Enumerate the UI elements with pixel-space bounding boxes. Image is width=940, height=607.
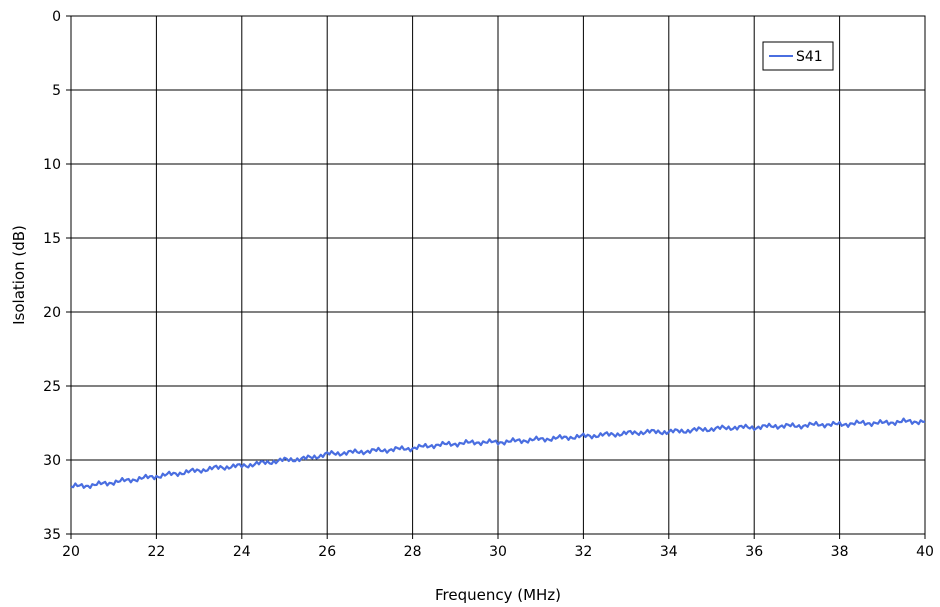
series-line-s41 (70, 417, 926, 490)
x-tick-label: 22 (147, 544, 165, 560)
y-axis-label: Isolation (dB) (10, 225, 28, 325)
x-tick-label: 24 (233, 544, 251, 560)
x-tick-label: 30 (489, 544, 507, 560)
legend: S41 (762, 41, 834, 71)
x-tick-label: 26 (318, 544, 336, 560)
y-tick-label: 10 (43, 157, 61, 173)
y-tick-label: 30 (43, 453, 61, 469)
series-layer (70, 417, 926, 490)
y-tick-label: 5 (52, 83, 61, 99)
x-axis: 20 22 24 26 28 30 32 34 36 38 40 (62, 534, 934, 560)
x-tick-label: 36 (745, 544, 763, 560)
y-tick-label: 35 (43, 527, 61, 543)
legend-label-s41: S41 (796, 49, 823, 65)
x-tick-label: 32 (574, 544, 592, 560)
x-tick-label: 28 (404, 544, 422, 560)
x-tick-label: 38 (831, 544, 849, 560)
y-tick-label: 15 (43, 231, 61, 247)
x-axis-label: Frequency (MHz) (435, 586, 561, 604)
y-axis: 0 5 10 15 20 25 30 35 (43, 9, 71, 543)
y-tick-label: 25 (43, 379, 61, 395)
y-tick-label: 20 (43, 305, 61, 321)
x-tick-label: 20 (62, 544, 80, 560)
x-tick-label: 40 (916, 544, 934, 560)
x-tick-label: 34 (660, 544, 678, 560)
y-tick-label: 0 (52, 9, 61, 25)
grid (70, 15, 926, 535)
